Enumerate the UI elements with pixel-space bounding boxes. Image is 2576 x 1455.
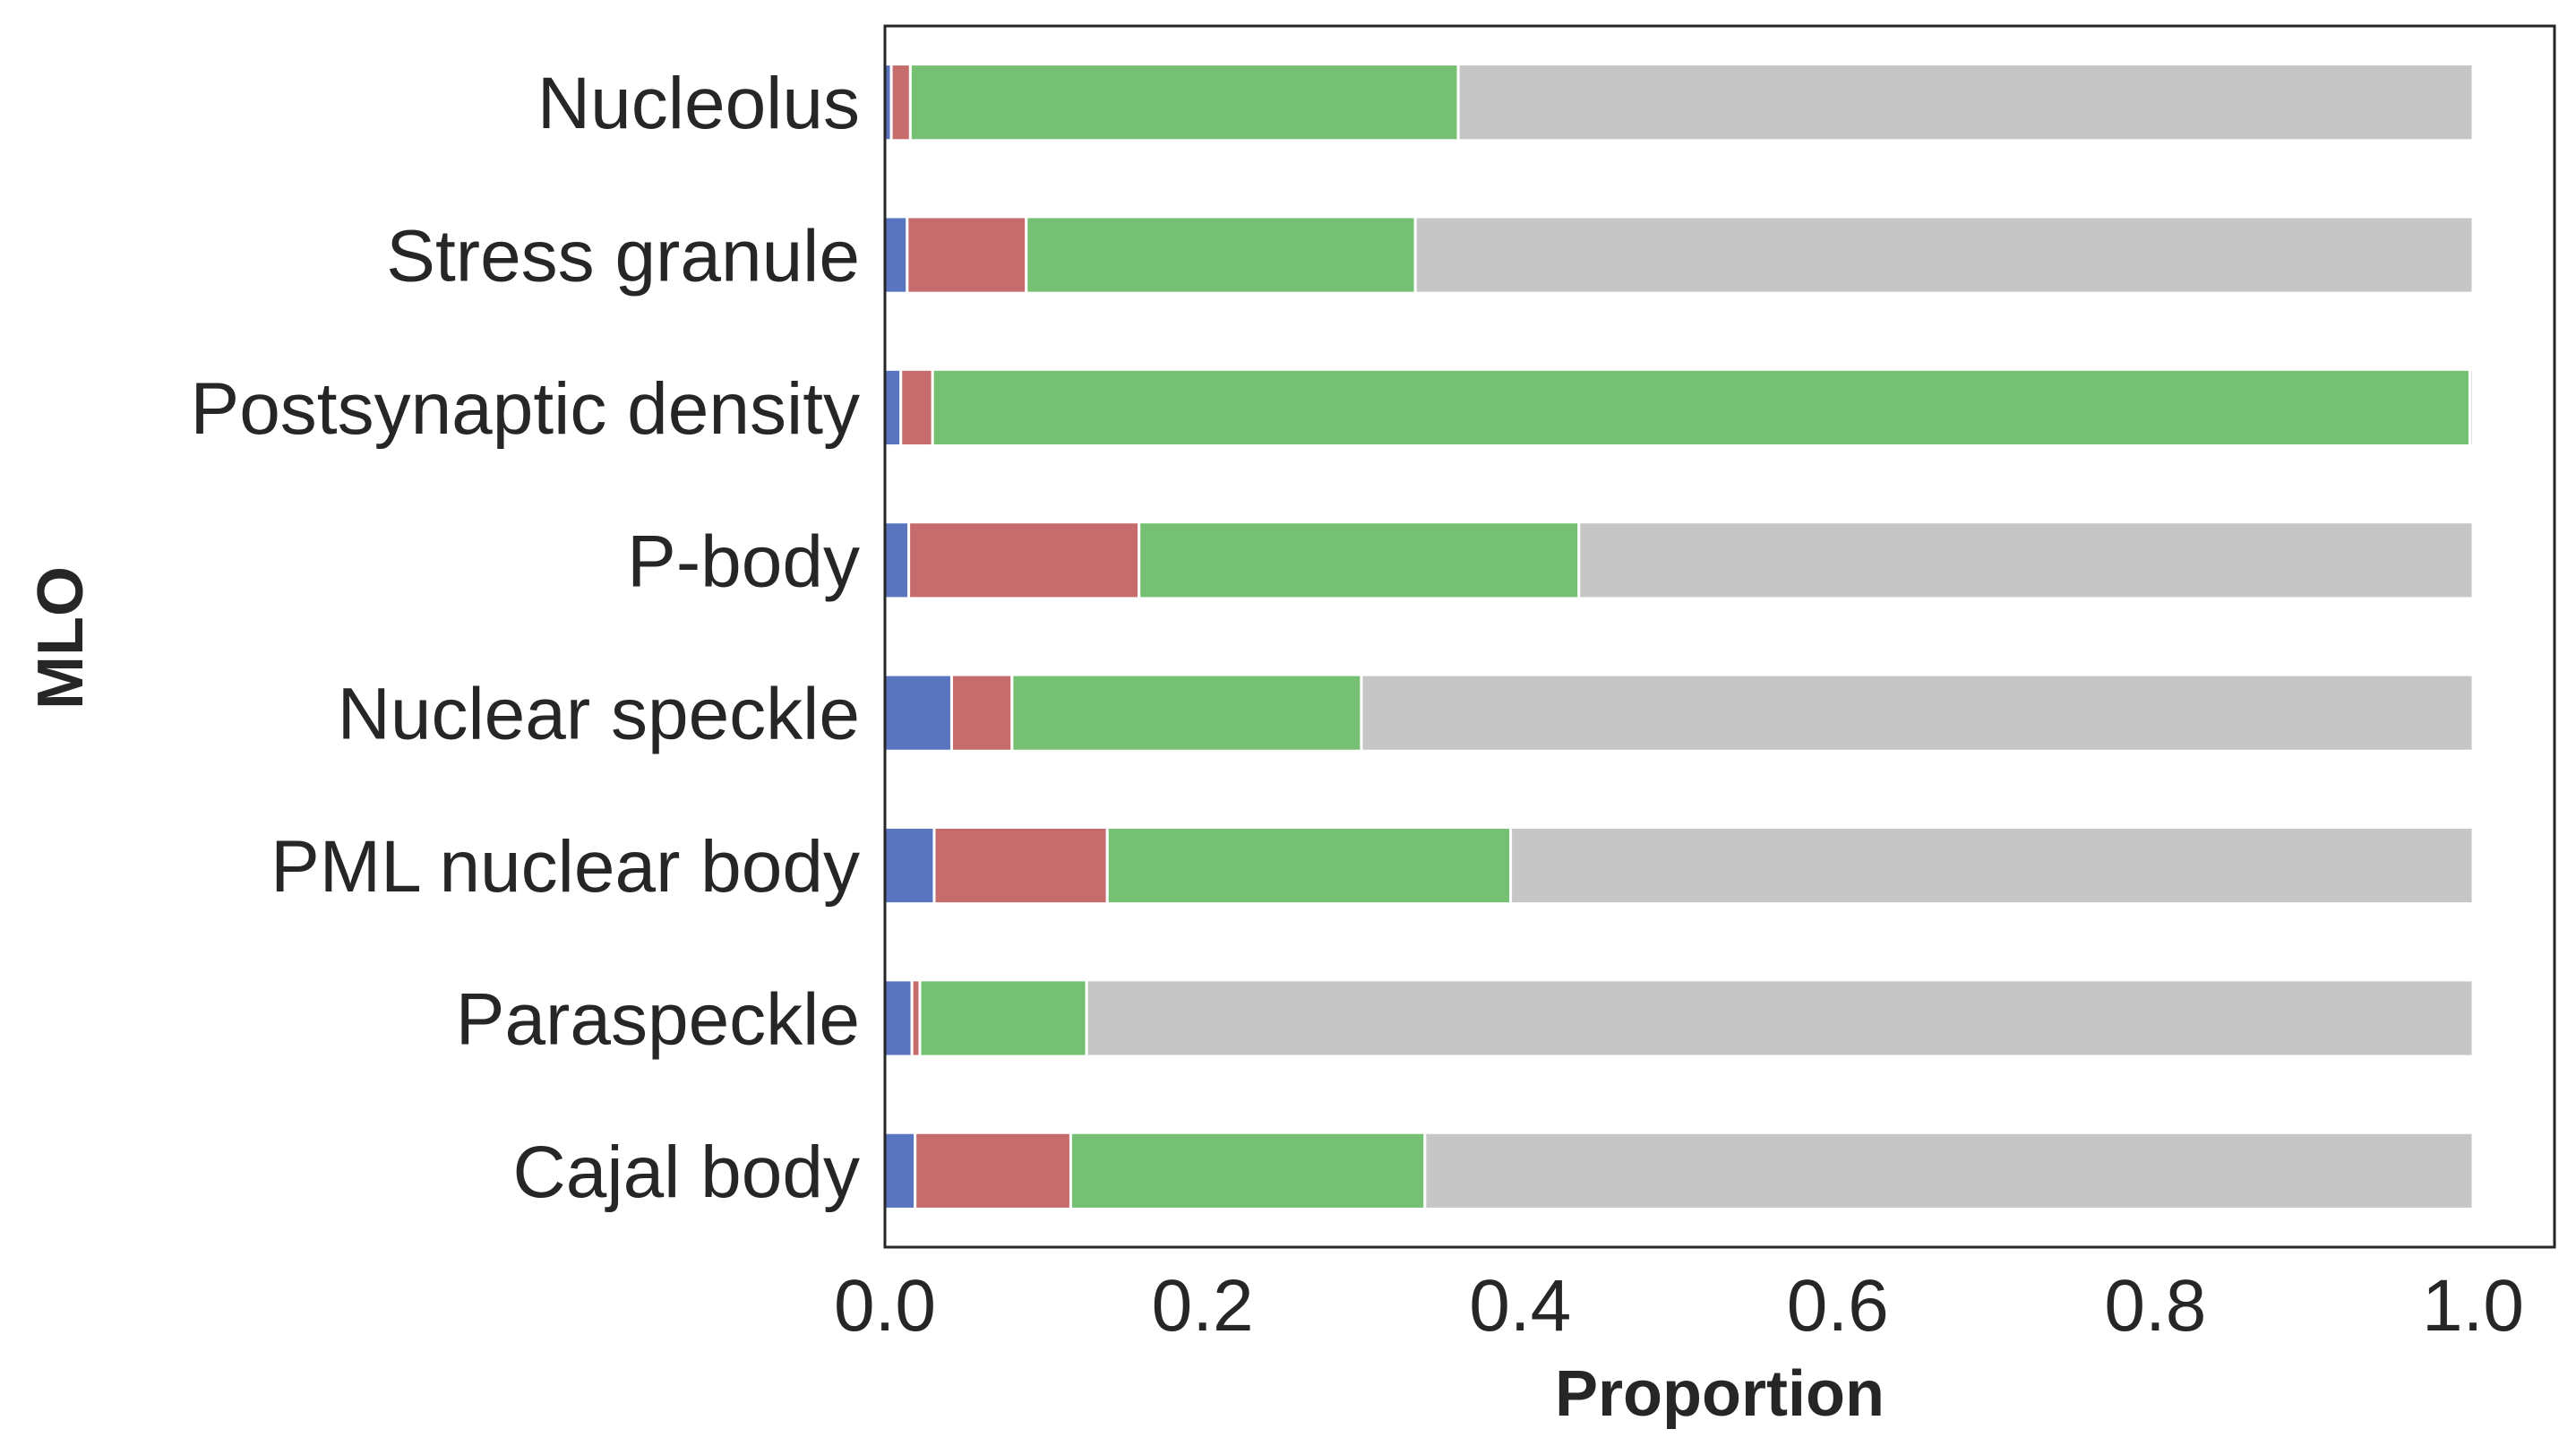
bar-segment-3-p-body <box>1138 521 1581 600</box>
category-labels: Nucleolus Stress granule Postsynaptic dens… <box>191 63 861 1213</box>
x-tick-label: 0.4 <box>1469 1265 1571 1347</box>
bar-segment-4-pml-nuclear-body <box>1509 825 2475 906</box>
category-label: Cajal body <box>513 1132 860 1213</box>
bar-segment-2-postsynaptic-density <box>899 367 934 448</box>
category-label: Paraspeckle <box>456 978 860 1060</box>
bar-segment-2-pml-nuclear-body <box>932 825 1109 906</box>
bar-segment-3-paraspeckle <box>918 978 1088 1058</box>
bar-segment-3-stress-granule <box>1025 215 1417 295</box>
x-tick-label: 0.0 <box>834 1265 936 1347</box>
category-label: Nuclear speckle <box>338 674 860 755</box>
bar-segment-1-cajal-body <box>883 1131 917 1210</box>
bar-segment-4-postsynaptic-density <box>2468 367 2475 448</box>
bar-segment-1-pml-nuclear-body <box>883 825 936 906</box>
bar-segment-1-p-body <box>883 521 911 600</box>
bar-segment-3-nuclear-speckle <box>1010 673 1363 753</box>
bar-segment-1-stress-granule <box>883 215 909 295</box>
bar-segment-2-nuclear-speckle <box>949 673 1014 753</box>
bar-segment-4-nucleolus <box>1456 63 2475 142</box>
bar-segment-2-stress-granule <box>906 215 1028 295</box>
plot-frame <box>883 24 2556 1249</box>
bar-segment-3-nucleolus <box>908 63 1460 142</box>
x-tick-label: 1.0 <box>2422 1265 2524 1347</box>
x-tick-labels: 0.0 0.2 0.4 0.6 0.8 1.0 <box>834 1265 2524 1347</box>
bar-segment-4-cajal-body <box>1423 1131 2475 1210</box>
category-label: Stress granule <box>386 216 860 297</box>
category-label: Nucleolus <box>537 63 860 144</box>
bar-segment-4-stress-granule <box>1413 215 2475 295</box>
bar-segment-3-cajal-body <box>1069 1131 1427 1210</box>
bar-segment-4-nuclear-speckle <box>1360 673 2475 753</box>
y-axis-label: MLO <box>25 566 97 710</box>
bar-segment-1-postsynaptic-density <box>883 367 903 448</box>
category-label: Postsynaptic density <box>191 368 861 450</box>
bar-segment-2-nucleolus <box>889 63 912 142</box>
bar-segment-1-nuclear-speckle <box>883 673 953 753</box>
bar-segment-3-pml-nuclear-body <box>1105 825 1513 906</box>
bar-segment-4-p-body <box>1577 521 2475 600</box>
bar-segment-4-paraspeckle <box>1085 978 2475 1058</box>
x-axis-label: Proportion <box>1555 1358 1885 1430</box>
category-label: PML nuclear body <box>270 826 860 908</box>
x-tick-label: 0.2 <box>1152 1265 1254 1347</box>
bar-segment-1-paraspeckle <box>883 978 914 1058</box>
category-label: P-body <box>627 521 860 602</box>
x-tick-label: 0.8 <box>2104 1265 2206 1347</box>
bars-layer <box>883 63 2475 1210</box>
bar-segment-2-p-body <box>907 521 1141 600</box>
bar-segment-3-postsynaptic-density <box>931 367 2471 448</box>
bar-segment-2-cajal-body <box>914 1131 1072 1210</box>
x-tick-label: 0.6 <box>1787 1265 1889 1347</box>
